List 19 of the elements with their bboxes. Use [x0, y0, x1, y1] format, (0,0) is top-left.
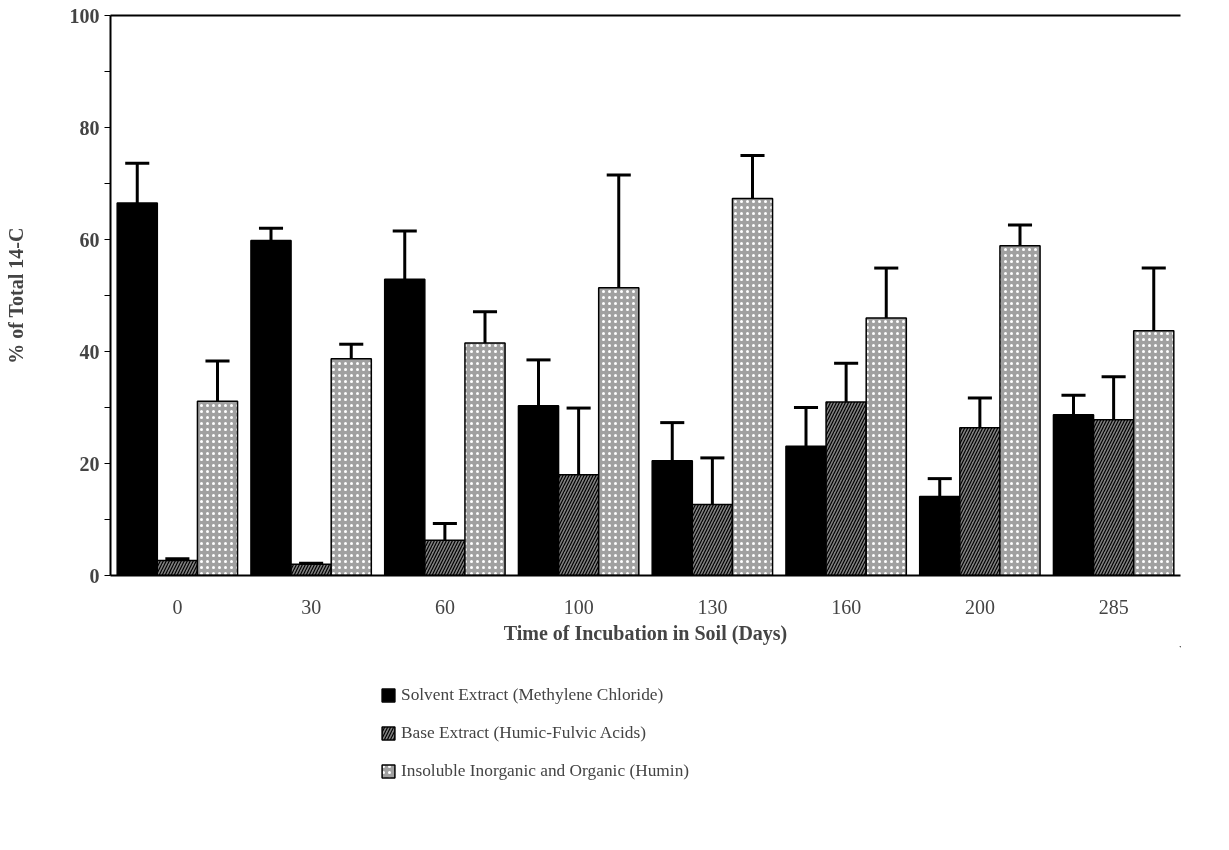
- y-tick-label: 40: [79, 340, 100, 363]
- x-tick-label: 0: [172, 595, 183, 618]
- x-axis-title: Time of Incubation in Soil (Days): [503, 621, 788, 645]
- x-tick-label: 160: [831, 595, 862, 618]
- x-tick-label: 130: [697, 595, 728, 618]
- legend-label: Base Extract (Humic-Fulvic Acids): [401, 723, 646, 743]
- y-tick-label: 80: [79, 116, 100, 139]
- x-tick-label: 30: [301, 595, 322, 618]
- y-axis-title: % of Total 14-C: [4, 227, 27, 364]
- x-tick-label: 200: [964, 595, 995, 618]
- y-tick-label: 20: [79, 452, 100, 475]
- y-tick-label: 100: [69, 4, 100, 27]
- legend-label: Insoluble Inorganic and Organic (Humin): [401, 761, 690, 781]
- x-tick-label: 60: [434, 595, 455, 618]
- y-tick-label: 0: [89, 564, 100, 587]
- legend-label: Solvent Extract (Methylene Chloride): [401, 685, 664, 705]
- y-tick-label: 60: [79, 228, 100, 251]
- x-tick-label: 100: [563, 595, 594, 618]
- x-tick-label: 285: [1098, 595, 1129, 618]
